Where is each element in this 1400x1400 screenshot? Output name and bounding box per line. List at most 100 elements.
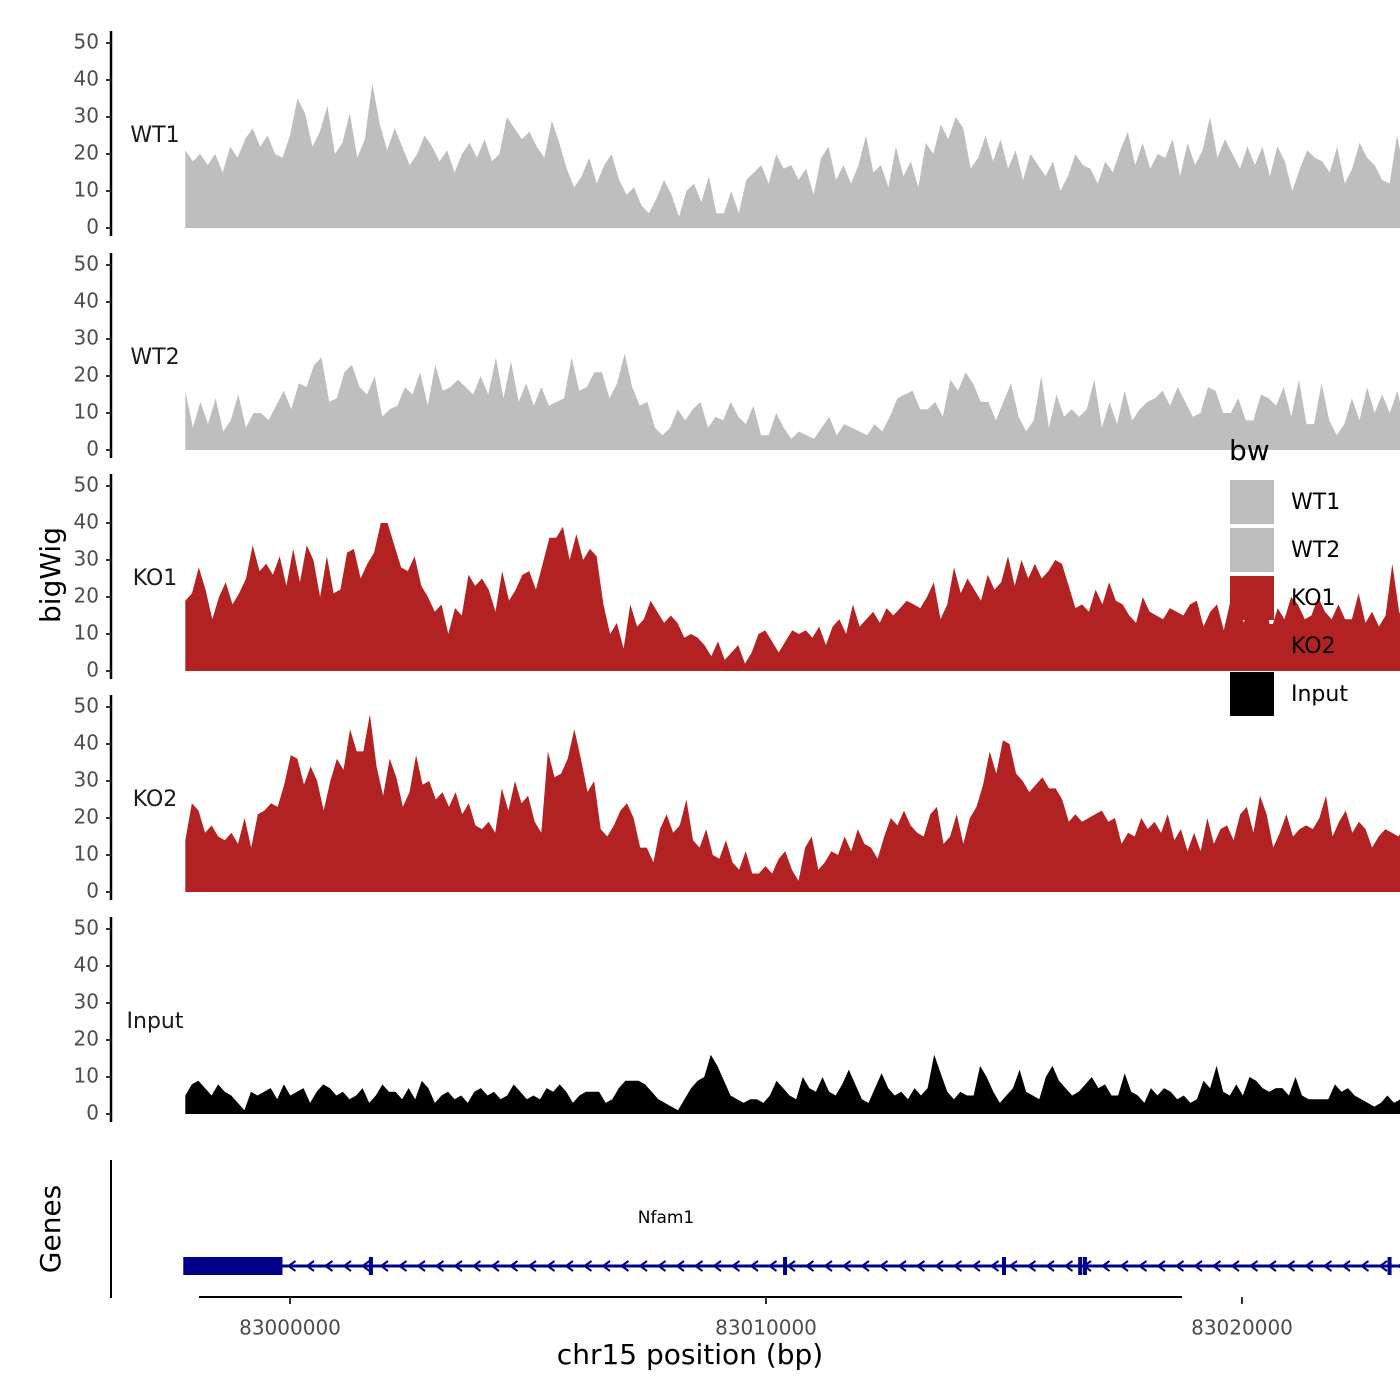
- exon-mark: [368, 1257, 373, 1275]
- gene-name-label: Nfam1: [638, 1208, 695, 1228]
- y-tick-label: 50: [74, 473, 99, 497]
- strand-arrow: [878, 1260, 889, 1272]
- y-tick-label: 40: [74, 67, 99, 91]
- strand-arrow: [360, 1260, 371, 1272]
- strand-arrow: [638, 1260, 648, 1272]
- y-tick-label: 10: [74, 400, 99, 424]
- legend-label: KO1: [1291, 586, 1336, 611]
- exon-mark: [1387, 1257, 1392, 1275]
- legend-key-wt2: [1230, 528, 1274, 572]
- strand-arrow: [1211, 1260, 1222, 1272]
- y-tick-label: 50: [74, 694, 99, 718]
- strand-arrow: [434, 1260, 445, 1272]
- y-tick-label: 10: [74, 1064, 99, 1088]
- y-tick-label: 20: [74, 141, 99, 165]
- y-tick-label: 30: [74, 990, 99, 1014]
- strand-arrow: [619, 1260, 630, 1272]
- legend-label: KO2: [1291, 634, 1336, 659]
- legend-key-wt1: [1230, 480, 1274, 524]
- strand-arrow: [1082, 1260, 1092, 1272]
- strand-arrow: [582, 1260, 593, 1272]
- signal-tracks: 0 10 20 30 40 50 WT1 0 10 20 30 40 50 WT2 0 10 20 30 40 50 K…: [74, 30, 1400, 1125]
- y-tick-label: 30: [74, 547, 99, 571]
- exon-mark: [1078, 1257, 1083, 1275]
- x-axis: chr15 position (bp) 83000000 83010000 8302…: [199, 1296, 1293, 1371]
- y-tick-label: 0: [86, 658, 99, 682]
- strand-arrow: [1137, 1260, 1148, 1272]
- strand-arrow: [1267, 1260, 1277, 1272]
- track-ko1: 0 10 20 30 40 50 KO1: [74, 473, 1400, 682]
- x-tick-label: 83010000: [715, 1316, 817, 1340]
- strand-arrow: [971, 1260, 981, 1272]
- strand-arrow: [453, 1260, 463, 1272]
- strand-arrow: [860, 1260, 870, 1272]
- y-tick-label: 40: [74, 510, 99, 534]
- strand-arrow: [1341, 1260, 1351, 1272]
- strand-arrow: [767, 1260, 778, 1272]
- legend-label: WT2: [1291, 538, 1340, 563]
- strand-arrow: [323, 1260, 334, 1272]
- y-tick-label: 50: [74, 916, 99, 940]
- y-tick-label: 40: [74, 731, 99, 755]
- track-wt1: 0 10 20 30 40 50 WT1: [74, 30, 1400, 239]
- strand-arrow: [1285, 1260, 1296, 1272]
- strand-arrow: [952, 1260, 963, 1272]
- y-tick-label: 30: [74, 768, 99, 792]
- strand-arrow: [749, 1260, 759, 1272]
- area-ko2: [185, 714, 1400, 892]
- strand-arrow: [1304, 1260, 1314, 1272]
- y-tick-label: 10: [74, 842, 99, 866]
- area-input: [185, 1054, 1400, 1114]
- strand-arrow: [1248, 1260, 1259, 1272]
- legend-key-input: [1230, 672, 1274, 716]
- strand-arrow: [1063, 1260, 1074, 1272]
- strand-arrow: [527, 1260, 537, 1272]
- legend: bw WT1 WT2 KO1 KO2 Input: [1229, 434, 1348, 716]
- track-ko2: 0 10 20 30 40 50 KO2: [74, 694, 1400, 903]
- strand-arrow: [823, 1260, 833, 1272]
- track-label: KO2: [133, 787, 178, 812]
- y-tick-label: 20: [74, 1027, 99, 1051]
- strand-arrow: [471, 1260, 482, 1272]
- strand-arrow: [397, 1260, 408, 1272]
- strand-arrow: [564, 1260, 574, 1272]
- y-tick-label: 50: [74, 30, 99, 54]
- x-tick-label: 83020000: [1191, 1316, 1293, 1340]
- strand-arrow: [1008, 1260, 1018, 1272]
- y-tick-label: 40: [74, 289, 99, 313]
- y-tick-label: 40: [74, 953, 99, 977]
- strand-arrow: [379, 1260, 389, 1272]
- y-tick-label: 10: [74, 621, 99, 645]
- strand-arrow: [601, 1260, 611, 1272]
- strand-arrow: [1100, 1260, 1111, 1272]
- y-tick-label: 0: [86, 437, 99, 461]
- strand-arrow: [305, 1260, 315, 1272]
- strand-arrow: [675, 1260, 685, 1272]
- legend-title: bw: [1229, 434, 1270, 467]
- track-label: WT1: [130, 123, 179, 148]
- y-tick-label: 0: [86, 215, 99, 239]
- legend-key-ko1: [1230, 576, 1274, 620]
- strand-arrow: [1193, 1260, 1203, 1272]
- strand-arrow: [1119, 1260, 1129, 1272]
- strand-arrow: [545, 1260, 556, 1272]
- strand-arrow: [786, 1260, 796, 1272]
- strand-arrow: [1396, 1263, 1400, 1269]
- y-axis-title: bigWig: [34, 527, 67, 623]
- strand-arrow: [342, 1260, 352, 1272]
- strand-arrow: [915, 1260, 926, 1272]
- track-label: Input: [127, 1009, 184, 1034]
- strand-arrow: [712, 1260, 722, 1272]
- y-tick-label: 10: [74, 178, 99, 202]
- strand-arrow: [1230, 1260, 1240, 1272]
- exon-mark: [183, 1257, 188, 1275]
- gene-nfam1: Nfam1: [183, 1208, 1400, 1275]
- gene-thick-exon: [185, 1257, 281, 1275]
- y-tick-label: 0: [86, 879, 99, 903]
- strand-arrow: [989, 1260, 1000, 1272]
- strand-arrow: [934, 1260, 944, 1272]
- track-label: WT2: [130, 345, 179, 370]
- track-input: 0 10 20 30 40 50 Input: [74, 916, 1400, 1125]
- strand-arrow: [1174, 1260, 1185, 1272]
